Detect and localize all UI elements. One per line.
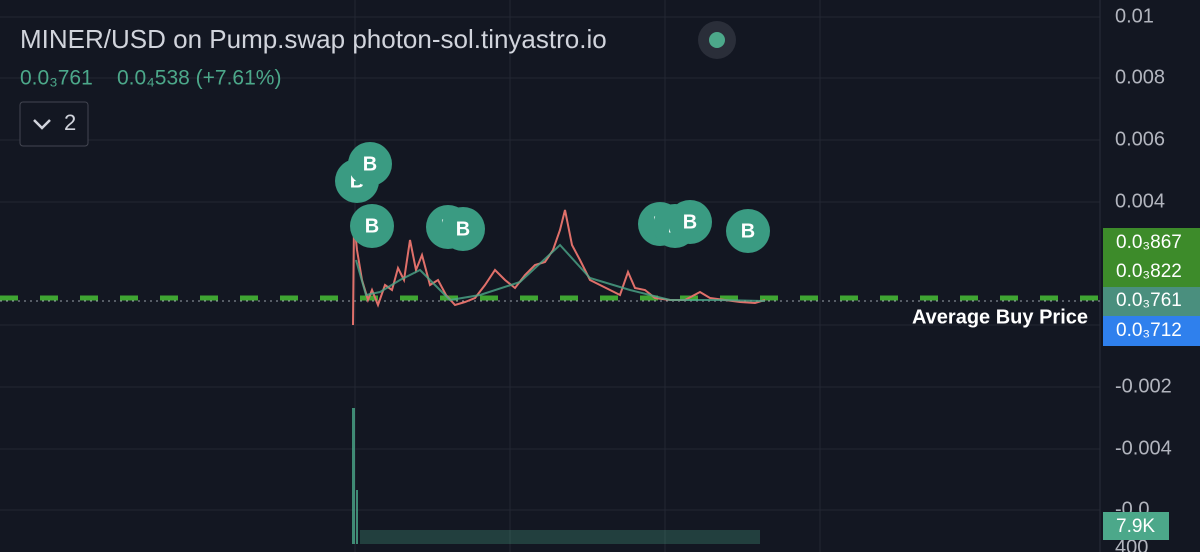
trade-markers: BBBBBBBBB <box>335 142 770 253</box>
marker-badge <box>726 209 770 253</box>
collapse-button[interactable]: 2 <box>19 101 89 147</box>
marker-label: B <box>741 220 755 242</box>
marker-badge <box>348 142 392 186</box>
status-dot <box>709 32 725 48</box>
average-label: Average Buy Price <box>912 306 1088 328</box>
axis-label: -0.002 <box>1115 375 1172 397</box>
marker-badge <box>441 207 485 251</box>
axis-label: 400 <box>1115 536 1148 552</box>
price-candles-up <box>355 243 766 302</box>
volume-bars <box>352 408 760 544</box>
tag-box <box>1103 287 1200 316</box>
symbol-title: MINER/USD on Pump.swap photon-sol.tinyas… <box>20 24 607 54</box>
volume-tag-box <box>1103 512 1169 540</box>
price-tag: 0.0₃712 <box>1116 320 1182 341</box>
marker-badge <box>350 204 394 248</box>
axis-label: 0.006 <box>1115 128 1165 150</box>
chevron <box>33 119 51 130</box>
price-change: 0.0₄538 (+7.61%) <box>117 67 281 90</box>
grid <box>0 0 1100 552</box>
marker-label: B <box>683 211 697 233</box>
axis-label: 0.008 <box>1115 66 1165 88</box>
collapse-count[interactable]: 2 <box>64 110 76 135</box>
tag-box <box>1103 258 1200 287</box>
marker-badge <box>668 200 712 244</box>
marker-label: B <box>456 218 470 240</box>
marker-label: B <box>365 215 379 237</box>
volume-tag: 7.9K <box>1116 516 1155 537</box>
price-tags: 0.0₃867 0.0₃822 0.0₃761 0.0₃712 7.9K <box>1116 232 1182 537</box>
price-tag: 0.0₃867 <box>1116 232 1182 253</box>
marker-label: B <box>363 153 377 175</box>
tag-box <box>1103 316 1200 346</box>
tag-box <box>1103 228 1200 258</box>
axis-label: 0.01 <box>1115 5 1154 27</box>
price-tag: 0.0₃761 <box>1116 290 1182 311</box>
axis-label: -0.004 <box>1115 437 1172 459</box>
last-price: 0.0₃761 <box>20 67 93 90</box>
collapse-frame[interactable] <box>19 101 89 147</box>
axis-label: 0.004 <box>1115 190 1165 212</box>
price-tag: 0.0₃822 <box>1116 261 1182 282</box>
